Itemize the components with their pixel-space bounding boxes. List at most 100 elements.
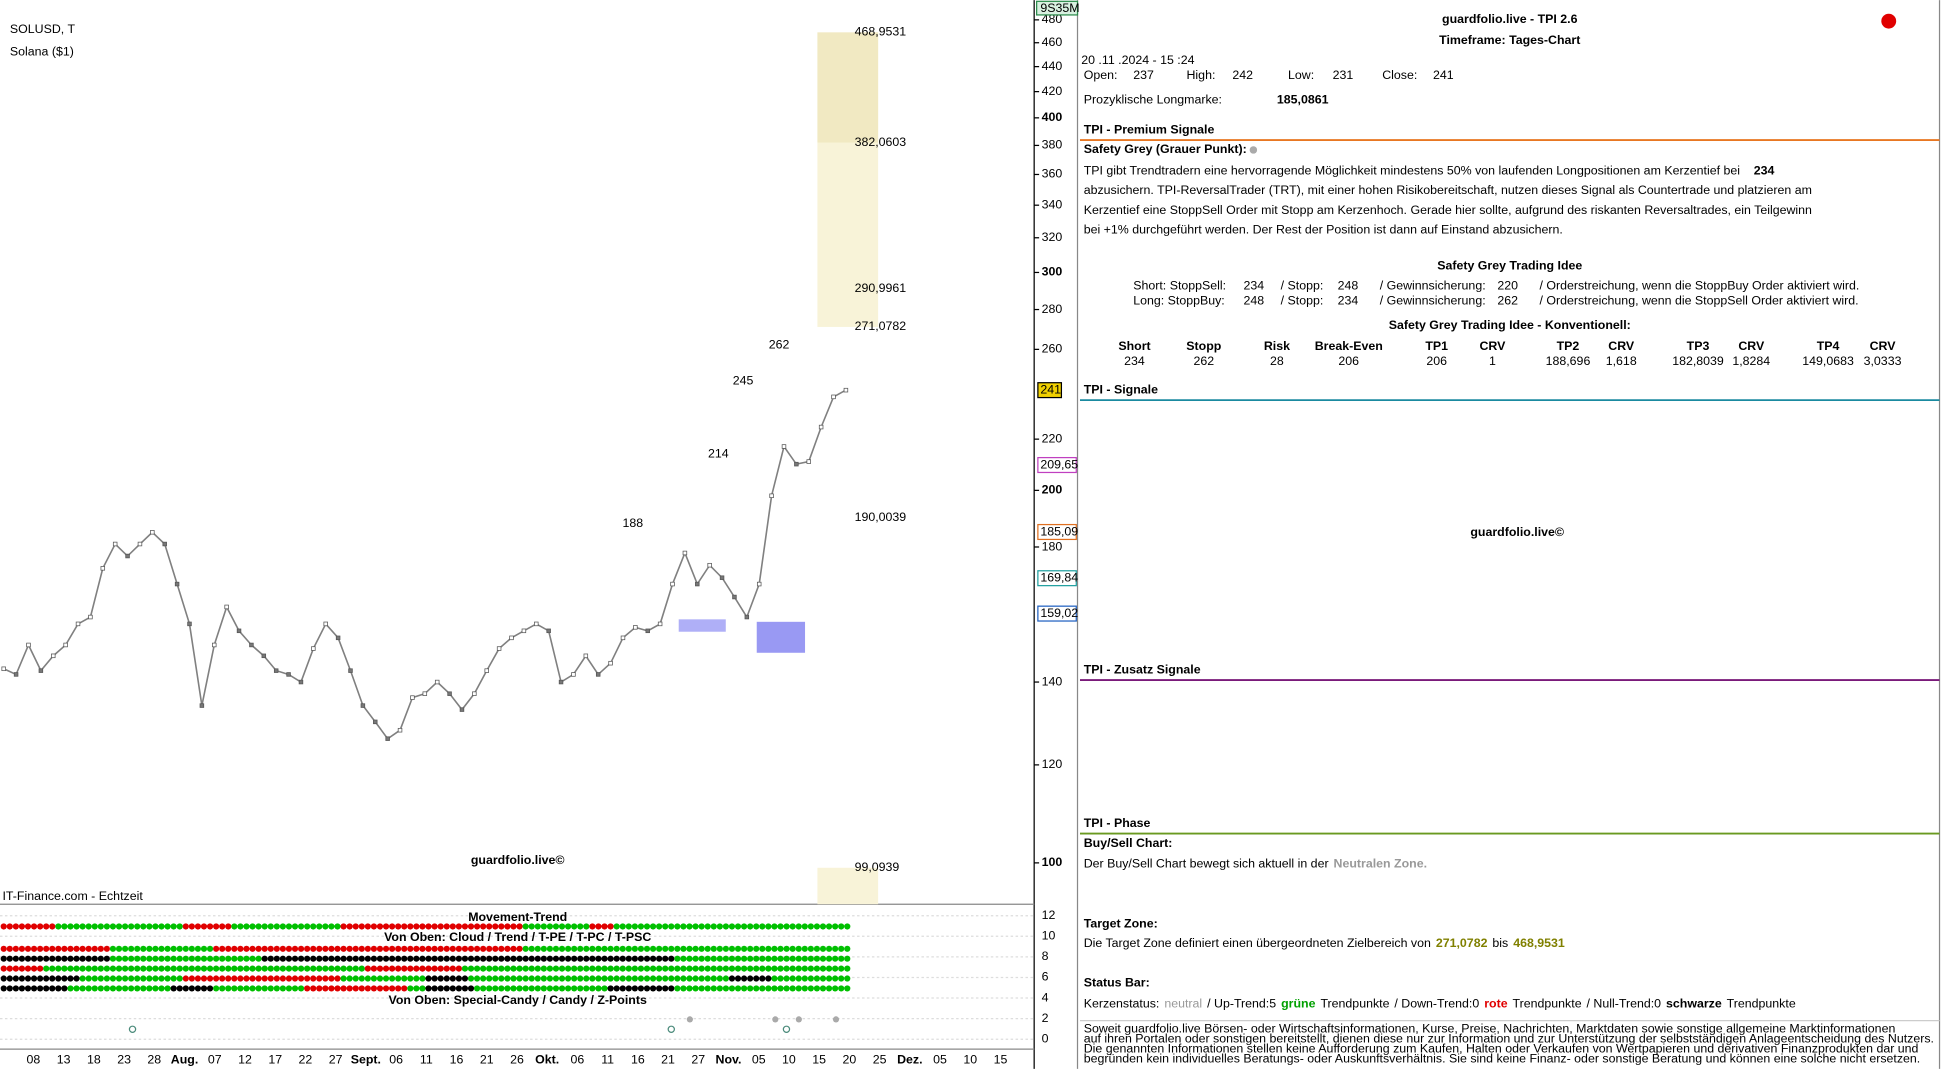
z-point: [782, 1025, 791, 1034]
trend-dot: [492, 923, 499, 930]
price-point: [397, 727, 403, 733]
trend-dot: [747, 955, 754, 962]
trend-dot: [637, 923, 645, 930]
trend-dot: [37, 923, 44, 930]
idea-cell: / Gewinnsicherung:: [1380, 293, 1486, 307]
trend-dot: [728, 985, 736, 992]
trend-dot: [152, 965, 159, 972]
trend-dot: [273, 945, 280, 952]
trend-dot: [140, 965, 147, 972]
trend-dot: [188, 975, 195, 982]
y-tick-label: 200: [1042, 483, 1063, 497]
trend-dot: [43, 965, 50, 972]
trend-dot: [747, 975, 754, 982]
trend-dot: [419, 955, 426, 962]
trend-dot: [231, 985, 238, 992]
subheading: Status Bar:: [1084, 976, 1150, 990]
trend-dot: [613, 955, 620, 962]
trend-dot: [328, 975, 335, 982]
trend-dot: [382, 985, 390, 992]
trend-dot: [741, 955, 748, 962]
trend-dot: [844, 945, 851, 952]
trend-dot: [540, 945, 547, 952]
trend-dot: [825, 975, 833, 982]
trend-dot: [637, 985, 645, 992]
trend-dot: [765, 945, 772, 952]
target-line-part: bis: [1492, 936, 1508, 950]
trend-dot: [395, 965, 402, 972]
idea-cell: 248: [1243, 293, 1264, 307]
trend-dot: [261, 955, 268, 962]
trend-dot: [401, 965, 408, 972]
trend-dot: [473, 975, 481, 982]
trend-dot: [680, 923, 687, 930]
price-point: [174, 581, 180, 587]
trend-dot: [18, 965, 26, 972]
trend-dot: [734, 955, 742, 962]
watermark: guardfolio.live©: [471, 853, 565, 867]
swing-label: 262: [769, 338, 790, 352]
trend-dot: [625, 955, 632, 962]
trend-dot: [498, 923, 505, 930]
trend-dot: [649, 923, 657, 930]
trend-dot: [340, 923, 347, 930]
price-point: [298, 679, 304, 685]
trend-dot: [170, 955, 177, 962]
trend-dot: [486, 955, 493, 962]
trend-dot: [722, 945, 729, 952]
trend-dot: [528, 923, 535, 930]
trend-dot: [267, 955, 274, 962]
trend-dot: [710, 985, 717, 992]
trend-dot: [285, 975, 293, 982]
trend-dot: [49, 923, 56, 930]
trend-dot: [61, 945, 68, 952]
disclaimer-line: begründen kein individuelles Beratungs- …: [1084, 1051, 1921, 1065]
trend-dot: [698, 945, 705, 952]
price-point: [360, 703, 366, 708]
table-cell: 1: [1489, 354, 1496, 368]
y-tick-label: 480: [1042, 12, 1063, 26]
trend-dot: [304, 945, 311, 952]
trend-dot: [37, 945, 44, 952]
y-tick-label: 260: [1042, 342, 1063, 356]
trend-dot: [480, 945, 487, 952]
trend-dot: [61, 955, 68, 962]
trend-dot: [625, 985, 632, 992]
trend-dot: [443, 985, 450, 992]
trend-dot: [206, 945, 214, 952]
trend-dot: [741, 923, 748, 930]
table-cell: 206: [1426, 354, 1447, 368]
trend-dot: [455, 985, 462, 992]
trend-dot: [316, 965, 323, 972]
trend-dot: [619, 985, 626, 992]
trend-dot: [838, 975, 845, 982]
trend-dot: [109, 923, 117, 930]
x-tick-label: 23: [117, 1053, 131, 1067]
trend-dot: [103, 923, 110, 930]
trend-dot: [583, 965, 590, 972]
conv-title: Safety Grey Trading Idee - Konventionell…: [1389, 318, 1631, 332]
price-point: [323, 621, 328, 627]
trend-dot: [710, 965, 717, 972]
trend-dot: [18, 923, 26, 930]
trend-dot: [24, 965, 32, 972]
indicator-tick-label: 0: [1042, 1031, 1049, 1045]
trend-dot: [30, 985, 38, 992]
disclaimer-line: Die genannten Informationen stellen kein…: [1084, 1041, 1919, 1055]
trend-dot: [692, 985, 699, 992]
trend-dot: [728, 945, 736, 952]
trend-dot: [789, 923, 796, 930]
price-point: [719, 575, 725, 580]
trend-dot: [352, 955, 359, 962]
trend-dot: [413, 965, 420, 972]
trend-dot: [455, 923, 462, 930]
trend-dot: [310, 965, 317, 972]
trend-dot: [103, 975, 110, 982]
x-tick-label: 27: [329, 1053, 343, 1067]
trend-dot: [807, 945, 814, 952]
trend-dot: [601, 965, 608, 972]
table-cell: 234: [1124, 354, 1145, 368]
trend-dot: [237, 965, 244, 972]
trend-dot: [686, 955, 693, 962]
